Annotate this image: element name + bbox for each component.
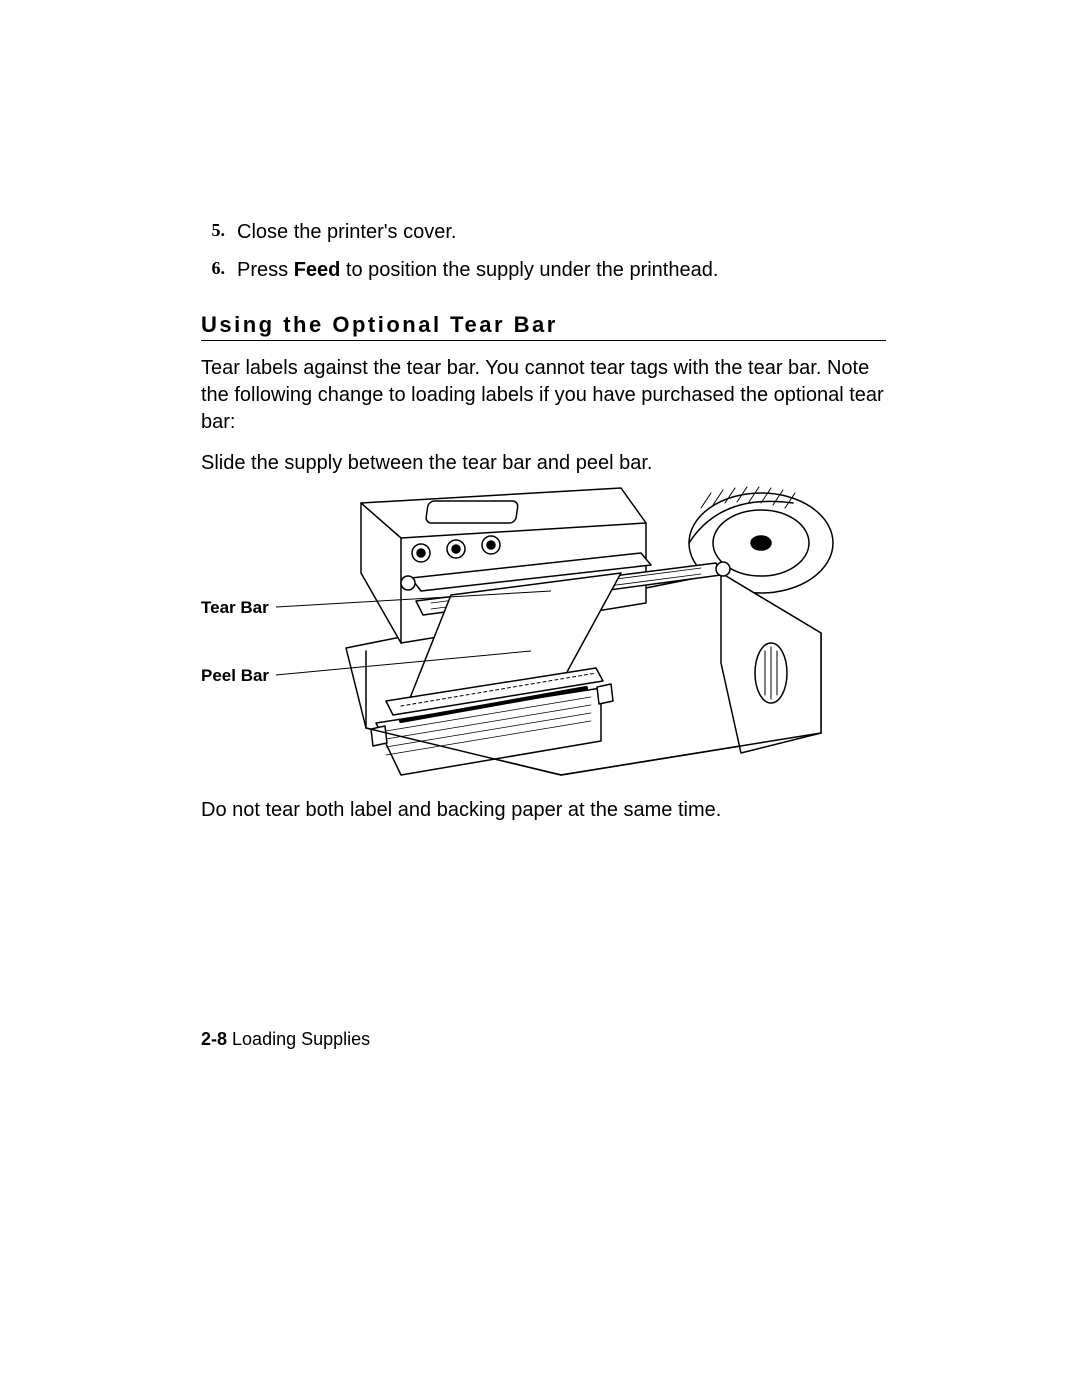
text-pre: Press bbox=[237, 259, 294, 281]
list-text: Press Feed to position the supply under … bbox=[237, 256, 886, 284]
page-number: 2-8 bbox=[201, 1029, 227, 1049]
printer-figure: Tear Bar Peel Bar bbox=[201, 483, 886, 783]
callout-tear-bar: Tear Bar bbox=[201, 598, 269, 618]
page-content: 5. Close the printer's cover. 6. Press F… bbox=[201, 218, 886, 824]
list-item: 6. Press Feed to position the supply und… bbox=[201, 256, 886, 284]
printer-illustration bbox=[201, 483, 886, 783]
section-heading: Using the Optional Tear Bar bbox=[201, 312, 886, 341]
body-paragraph: Slide the supply between the tear bar an… bbox=[201, 450, 886, 477]
list-item: 5. Close the printer's cover. bbox=[201, 218, 886, 246]
list-marker: 5. bbox=[201, 218, 237, 246]
body-paragraph: Do not tear both label and backing paper… bbox=[201, 797, 886, 824]
body-paragraph: Tear labels against the tear bar. You ca… bbox=[201, 355, 886, 436]
list-text: Close the printer's cover. bbox=[237, 218, 886, 246]
text-post: to position the supply under the printhe… bbox=[340, 259, 718, 281]
list-marker: 6. bbox=[201, 256, 237, 284]
page-footer: 2-8 Loading Supplies bbox=[201, 1029, 370, 1050]
callout-peel-bar: Peel Bar bbox=[201, 666, 269, 686]
feed-keyword: Feed bbox=[294, 259, 341, 281]
footer-section: Loading Supplies bbox=[232, 1029, 370, 1049]
